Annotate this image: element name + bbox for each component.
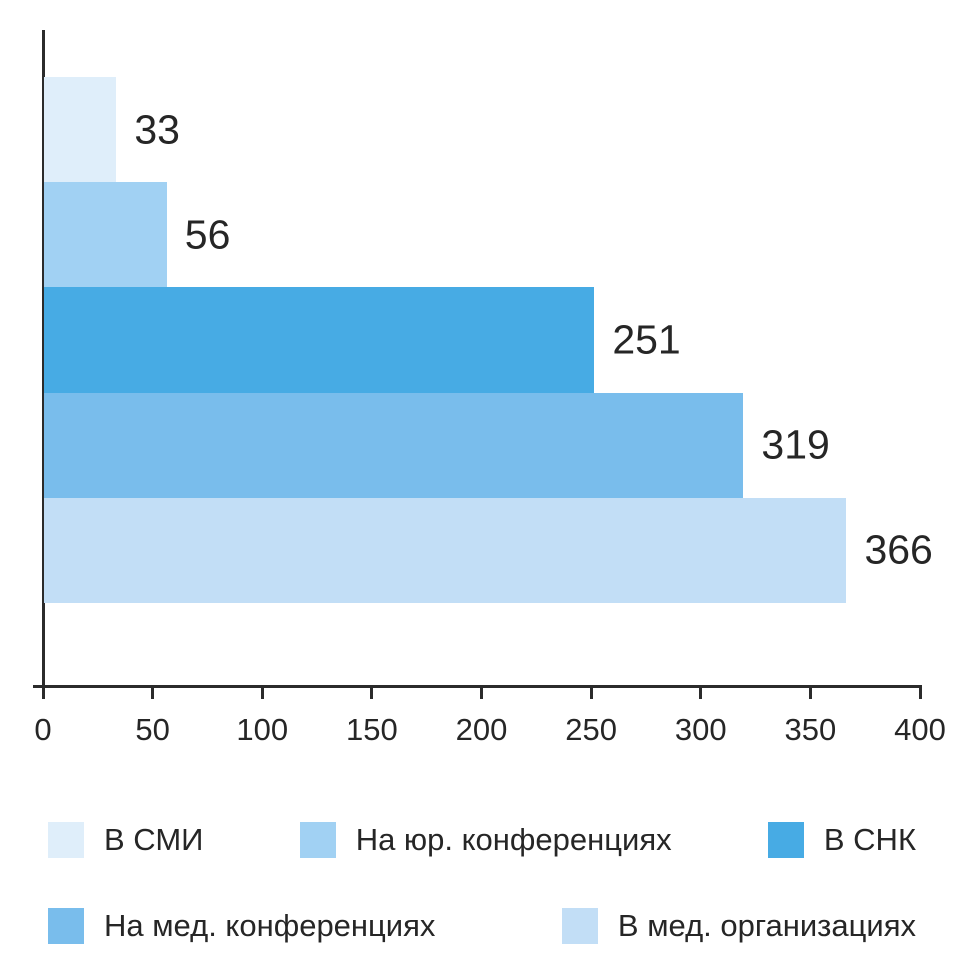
x-tick-label-250: 250 [565,712,617,747]
legend-swatch-icon [48,908,84,944]
legend-item-1: В СМИ [48,822,203,858]
x-axis-line [33,685,922,688]
bar-value-1: 33 [134,106,180,153]
x-tick-400 [918,688,922,699]
legend-item-2: На юр. конференциях [299,822,672,858]
legend-item-3: В СНК [767,822,916,858]
bar-value-3: 251 [612,316,681,363]
y-axis-line [41,30,45,689]
legend-label-4: На мед. конференциях [104,908,436,943]
bar-value-4: 319 [761,421,830,468]
bar-value-5: 366 [864,526,933,573]
bar-4: 319 [44,392,830,498]
legend-swatch-icon [767,822,804,858]
bar-value-2: 56 [184,211,231,258]
bar-2: 56 [44,182,230,288]
x-tick-label-100: 100 [236,712,289,747]
bar-3: 251 [44,287,681,393]
x-tick-label-300: 300 [674,712,727,747]
x-tick-0 [41,688,45,699]
x-tick-label-200: 200 [455,712,508,747]
legend: В СМИ На юр. конференциях В СНК На мед. кон… [48,822,916,944]
bar-1: 33 [44,77,180,183]
legend-label-3: В СНК [823,822,916,857]
x-tick-label-350: 350 [784,712,837,747]
bar-5: 366 [44,497,933,603]
legend-label-1: В СМИ [104,822,204,857]
legend-swatch-icon [299,822,336,858]
x-tick-label-150: 150 [346,712,398,747]
legend-label-2: На юр. конференциях [355,822,672,857]
x-tick-50 [151,688,155,699]
x-tick-label-50: 50 [135,712,170,747]
x-tick-150 [370,688,374,699]
x-tick-200 [480,688,483,699]
legend-swatch-icon [48,822,84,858]
legend-item-5: В мед. организациях [561,908,916,944]
x-tick-100 [260,688,264,699]
legend-label-5: В мед. организациях [617,908,916,943]
x-tick-label-0: 0 [34,712,52,747]
x-tick-250 [589,688,593,699]
legend-swatch-icon [561,908,598,944]
x-tick-350 [808,688,812,699]
x-tick-300 [699,688,703,699]
legend-item-4: На мед. конференциях [48,908,435,944]
x-tick-label-400: 400 [894,712,946,747]
